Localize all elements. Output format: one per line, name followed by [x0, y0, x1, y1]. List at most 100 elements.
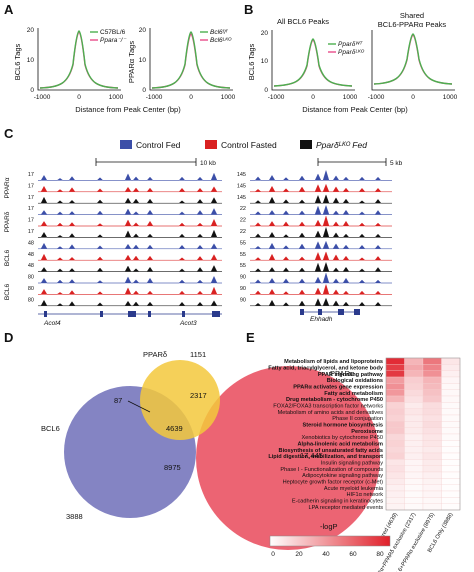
xtick: 1000 — [221, 94, 236, 101]
heatmap-term-label: Steroid hormone biosynthesis — [302, 422, 383, 428]
exon — [212, 311, 220, 317]
heatmap-cell — [385, 389, 405, 397]
xtick: 1000 — [109, 94, 124, 101]
legend-label: Bcl6ᴸᴷᴼ — [210, 37, 232, 44]
track-scale-label: 48 — [28, 263, 34, 269]
heatmap-term-label: FOXA2/FOXA3 transcription factor network… — [273, 403, 383, 409]
heatmap-term-label: Drug metabolism - cytochrome P450 — [286, 397, 383, 403]
heatmap-cell — [404, 427, 424, 435]
heatmap-cell — [422, 402, 442, 409]
heatmap-cell — [385, 497, 405, 504]
coverage-track — [250, 297, 392, 306]
heatmap-cell — [422, 421, 442, 428]
heatmap-cell — [441, 376, 461, 384]
heatmap-cell — [404, 484, 424, 492]
track-scale-label: 17 — [28, 229, 34, 235]
heatmap-cell — [422, 459, 442, 466]
heatmap-term-label: Peroxisome — [351, 429, 383, 435]
coverage-track — [250, 251, 392, 261]
heatmap-term-label: Metabolism of amino acids and derivative… — [278, 410, 384, 416]
heatmap-cell — [385, 395, 405, 403]
panel-a-left-ylabel: BCL6 Tags — [13, 43, 22, 80]
heatmap-cell — [385, 452, 405, 460]
panel-b-left-title: All BCL6 Peaks — [277, 17, 329, 26]
heatmap-cell — [404, 433, 424, 441]
colorbar-label: -logP — [320, 522, 338, 531]
heatmap-term-label: PPAR signaling pathway — [318, 372, 384, 378]
legend-label: Pparδᵂᵀ — [338, 41, 364, 48]
scale-label-right: 5 kb — [390, 160, 403, 167]
heatmap-cell — [404, 389, 424, 397]
scale-bar-right — [317, 158, 387, 166]
legend-label: Ppara⁻/⁻ — [100, 37, 127, 44]
heatmap-cell — [441, 395, 461, 403]
profile-curve-c57bl6 — [39, 30, 119, 89]
heatmap-term-label: HIF1α network — [347, 492, 384, 498]
heatmap-term-label: Adipocytokine signaling pathway — [302, 473, 383, 479]
ytick: 20 — [139, 27, 147, 34]
heatmap-term-label: LPA receptor mediated events — [308, 505, 383, 511]
heatmap-term-labels: Metabolism of lipids and lipoproteinsFat… — [268, 359, 384, 511]
heatmap-cell — [422, 433, 442, 441]
xtick: 0 — [311, 94, 315, 101]
heatmap-cell — [404, 452, 424, 460]
legend-label: Control Fed — [136, 140, 181, 150]
coverage-track — [38, 275, 222, 284]
heatmap-cell — [441, 440, 461, 447]
coverage-track — [38, 253, 222, 261]
heatmap-cell — [422, 383, 442, 390]
xtick: 0 — [77, 94, 81, 101]
heatmap-cell — [385, 421, 405, 428]
ytick: 10 — [139, 57, 147, 64]
heatmap-cell — [404, 357, 424, 365]
heatmap-term-label: Phase II conjugation — [332, 416, 383, 422]
heatmap-cell — [441, 497, 461, 504]
panel-label-a: A — [4, 2, 14, 17]
exon — [100, 311, 103, 317]
panel-label-c: C — [4, 126, 14, 141]
heatmap-term-label: Insulin signaling pathway — [321, 460, 383, 466]
track-scale-label: 17 — [28, 195, 34, 201]
legend-label: Bcl6ᶠ/ᶠ — [210, 29, 228, 36]
xtick: -1000 — [368, 94, 385, 101]
track-group-label: BCL6 — [4, 283, 11, 300]
heatmap-cell — [385, 465, 405, 473]
track-scale-label: 80 — [28, 297, 34, 303]
heatmap-term-label: Heptocyte growth factor receptor (c-Met) — [283, 479, 384, 485]
heatmap-cell — [385, 383, 405, 390]
venn-label-ppara: PPARα — [330, 369, 355, 378]
coverage-track — [250, 194, 392, 204]
gene-label-acot3: Acot3 — [179, 320, 197, 327]
heatmap-term-label: Biological oxidations — [327, 378, 383, 384]
heatmap-cell — [385, 376, 405, 384]
heatmap-cell — [404, 376, 424, 384]
heatmap-cell — [385, 503, 405, 511]
heatmap-cell — [422, 497, 442, 504]
track-scale-label: 80 — [28, 286, 34, 292]
colorbar-tick: 20 — [295, 551, 303, 558]
heatmap-cell — [385, 370, 405, 378]
xtick: 0 — [189, 94, 193, 101]
venn-callout-line — [127, 400, 151, 413]
heatmap-cell — [404, 465, 424, 473]
venn-label-ppard: PPARδ — [143, 350, 167, 359]
panel-c-legend: Control Fed Control Fasted Pparδᴸᴷᴼ Fed — [120, 140, 367, 150]
track-scale-label: 22 — [240, 229, 246, 235]
exon — [148, 311, 151, 317]
venn-diagram: PPARδ PPARα BCL6 1151 17,445 3888 87 231… — [41, 350, 380, 550]
track-scale-label: 145 — [237, 172, 246, 178]
ytick: 0 — [264, 87, 268, 94]
panel-a-left-plot: BCL6 Tags 0 10 20 -1000 0 1000 C57BL/6 P… — [13, 27, 127, 101]
heatmap-term-label: Alpha-linolenic acid metabolism — [298, 441, 384, 447]
heatmap-cell — [422, 478, 442, 485]
legend-swatch-blue — [120, 140, 132, 149]
heatmap-cell — [385, 459, 405, 466]
heatmap-term-label: Xenobiotics by cytochrome P450 — [302, 435, 383, 441]
track-scale-label: 55 — [240, 252, 246, 258]
legend-swatch-black — [300, 140, 312, 149]
heatmap-cell — [385, 357, 405, 365]
panel-a-right-plot: PPARα Tags 0 10 20 -1000 0 1000 Bcl6ᶠ/ᶠ … — [127, 27, 236, 101]
track-scale-label: 22 — [240, 218, 246, 224]
coverage-track — [250, 204, 392, 215]
heatmap-cell — [385, 471, 405, 479]
